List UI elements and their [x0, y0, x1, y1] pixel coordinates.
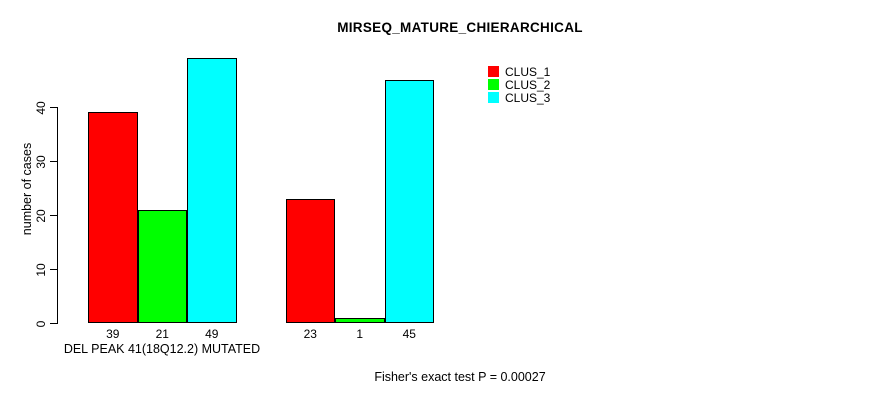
legend-label-clus_1: CLUS_1	[505, 64, 551, 79]
bar-clus_3-group2	[384, 80, 434, 323]
bar-clus_1-group1	[88, 112, 138, 323]
fisher-test-annotation: Fisher's exact test P = 0.00027	[374, 370, 546, 384]
bar-clus_3-group1	[187, 58, 237, 323]
y-axis-tick-label: 20	[34, 208, 48, 223]
bar-value-label: 21	[155, 327, 169, 341]
y-axis-tick	[50, 269, 58, 270]
y-axis-label: number of cases	[20, 142, 34, 236]
y-axis-tick	[50, 215, 58, 216]
bar-value-label: 45	[402, 327, 416, 341]
y-axis-tick	[50, 107, 58, 108]
bar-value-label: 1	[356, 327, 364, 341]
y-axis-tick-label: 10	[34, 262, 48, 277]
bar-clus_2-group2	[335, 317, 385, 323]
bar-value-label: 49	[205, 327, 219, 341]
legend-label-clus_2: CLUS_2	[505, 77, 551, 92]
legend-swatch-clus_1	[488, 65, 499, 77]
legend-swatch-clus_3	[488, 92, 499, 104]
bar-value-label: 39	[106, 327, 120, 341]
legend-label-clus_3: CLUS_3	[505, 91, 551, 106]
bar-value-label: 23	[303, 327, 317, 341]
y-axis-tick-label: 30	[34, 154, 48, 169]
y-axis-tick	[50, 323, 58, 324]
y-axis-tick	[50, 161, 58, 162]
legend-swatch-clus_2	[488, 78, 499, 90]
chart-title: MIRSEQ_MATURE_CHIERARCHICAL	[337, 20, 583, 35]
bar-clus_1-group2	[285, 198, 335, 323]
y-axis-tick-label: 0	[34, 320, 48, 327]
x-axis-group-label: DEL PEAK 41(18Q12.2) MUTATED	[63, 342, 261, 356]
bar-clus_2-group1	[137, 209, 187, 323]
y-axis-tick-label: 40	[34, 100, 48, 115]
